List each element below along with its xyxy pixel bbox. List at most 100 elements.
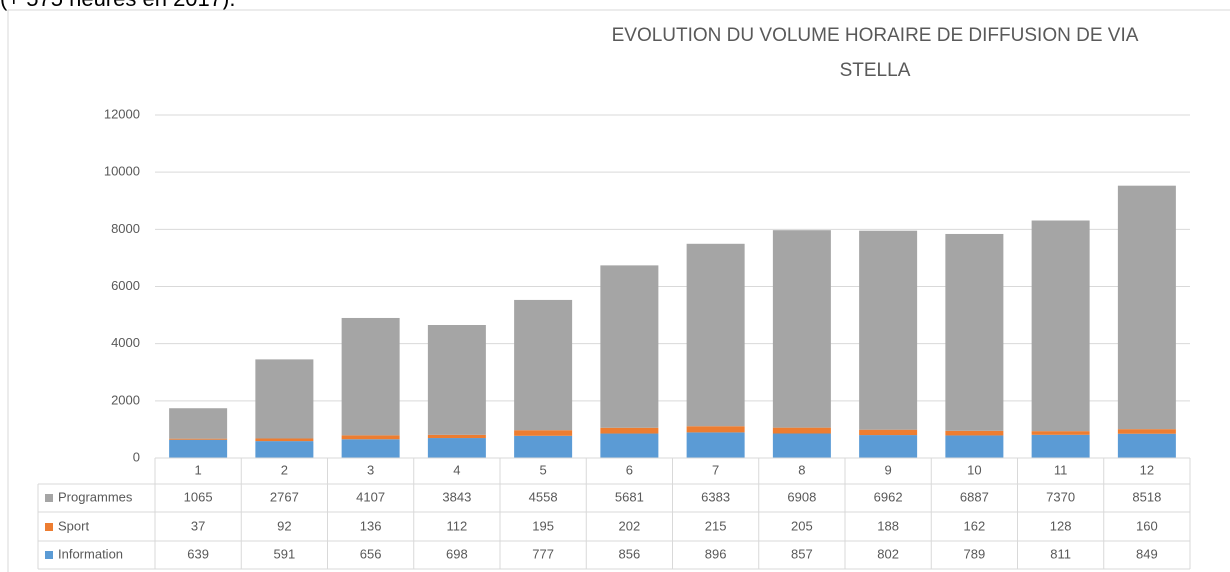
x-tick-label: 1 bbox=[195, 462, 202, 477]
table-value: 8518 bbox=[1132, 489, 1161, 504]
table-value: 6383 bbox=[701, 489, 730, 504]
bar-segment bbox=[686, 426, 745, 433]
x-tick-label: 5 bbox=[540, 462, 547, 477]
table-value: 37 bbox=[191, 518, 205, 533]
table-value: 857 bbox=[791, 546, 813, 561]
table-value: 896 bbox=[705, 546, 727, 561]
bar-segment bbox=[169, 408, 228, 439]
bar-segment bbox=[514, 299, 573, 431]
bar-segment bbox=[859, 230, 918, 430]
table-value: 698 bbox=[446, 546, 468, 561]
table-value: 128 bbox=[1050, 518, 1072, 533]
chart-title: EVOLUTION DU VOLUME HORAIRE DE DIFFUSION… bbox=[611, 25, 1139, 81]
table-value: 639 bbox=[187, 546, 209, 561]
y-tick-label: 8000 bbox=[111, 221, 140, 236]
bar-segment bbox=[514, 435, 573, 458]
table-value: 188 bbox=[877, 518, 899, 533]
x-tick-label: 4 bbox=[453, 462, 460, 477]
bar-segment bbox=[255, 438, 314, 442]
table-value: 162 bbox=[964, 518, 986, 533]
bar-segment bbox=[1117, 185, 1176, 430]
table-value: 4558 bbox=[529, 489, 558, 504]
bar-segment bbox=[169, 439, 228, 458]
intro-text: (+ 575 heures en 2017). bbox=[0, 0, 235, 12]
bar-segment bbox=[772, 230, 831, 428]
bar-segment bbox=[686, 432, 745, 458]
y-tick-label: 10000 bbox=[104, 164, 140, 179]
table-value: 789 bbox=[964, 546, 986, 561]
y-tick-label: 4000 bbox=[111, 335, 140, 350]
bar-segment bbox=[1031, 434, 1090, 458]
legend-label: Programmes bbox=[58, 489, 133, 504]
x-tick-label: 10 bbox=[967, 462, 981, 477]
legend-label: Information bbox=[58, 546, 123, 561]
table-value: 2767 bbox=[270, 489, 299, 504]
table-value: 849 bbox=[1136, 546, 1158, 561]
bar-segment bbox=[341, 435, 400, 440]
bar-segment bbox=[427, 438, 486, 458]
table-value: 136 bbox=[360, 518, 382, 533]
table-value: 112 bbox=[447, 518, 468, 533]
table-value: 1065 bbox=[184, 489, 213, 504]
y-tick-label: 2000 bbox=[111, 392, 140, 407]
bar-segment bbox=[1117, 433, 1176, 458]
bar-segment bbox=[427, 325, 486, 435]
x-tick-label: 11 bbox=[1054, 462, 1068, 477]
bar-segment bbox=[945, 233, 1004, 431]
table-value: 92 bbox=[277, 518, 291, 533]
table-value: 215 bbox=[705, 518, 727, 533]
table-value: 6962 bbox=[874, 489, 903, 504]
x-tick-label: 6 bbox=[626, 462, 633, 477]
bar-segment bbox=[600, 433, 659, 458]
y-tick-label: 12000 bbox=[104, 106, 140, 121]
bar-segment bbox=[514, 430, 573, 436]
bar-segment bbox=[1117, 429, 1176, 434]
x-tick-label: 7 bbox=[712, 462, 719, 477]
bar-segment bbox=[945, 430, 1004, 436]
table-value: 591 bbox=[274, 546, 296, 561]
bar-segment bbox=[859, 435, 918, 458]
table-value: 160 bbox=[1136, 518, 1158, 533]
table-value: 195 bbox=[532, 518, 554, 533]
bar-segment bbox=[600, 265, 659, 428]
y-tick-label: 6000 bbox=[111, 278, 140, 293]
bar-segment bbox=[427, 434, 486, 439]
table-value: 4107 bbox=[356, 489, 385, 504]
table-value: 6908 bbox=[787, 489, 816, 504]
bar-segment bbox=[772, 427, 831, 434]
x-tick-label: 9 bbox=[885, 462, 892, 477]
table-value: 6887 bbox=[960, 489, 989, 504]
table-value: 777 bbox=[532, 546, 554, 561]
legend-key bbox=[45, 494, 53, 502]
bar-segment bbox=[255, 441, 314, 458]
table-value: 656 bbox=[360, 546, 382, 561]
x-tick-label: 12 bbox=[1140, 462, 1154, 477]
table-value: 802 bbox=[877, 546, 899, 561]
legend-label: Sport bbox=[58, 518, 89, 533]
legend-key bbox=[45, 551, 53, 559]
x-tick-label: 3 bbox=[367, 462, 374, 477]
bar-segment bbox=[772, 433, 831, 458]
table-value: 202 bbox=[619, 518, 641, 533]
bar-segment bbox=[1031, 220, 1090, 432]
bar-segment bbox=[169, 438, 228, 440]
x-tick-label: 2 bbox=[281, 462, 288, 477]
legend-key bbox=[45, 523, 53, 531]
table-value: 3843 bbox=[442, 489, 471, 504]
bar-segment bbox=[341, 317, 400, 436]
bar-segment bbox=[859, 429, 918, 436]
table-value: 205 bbox=[791, 518, 813, 533]
bar-segment bbox=[255, 359, 314, 439]
bar-segment bbox=[1031, 431, 1090, 435]
bar-segment bbox=[341, 439, 400, 458]
table-value: 856 bbox=[619, 546, 641, 561]
y-tick-label: 0 bbox=[133, 449, 140, 464]
table-value: 811 bbox=[1050, 546, 1071, 561]
bar-segment bbox=[945, 435, 1004, 458]
table-value: 7370 bbox=[1046, 489, 1075, 504]
x-tick-label: 8 bbox=[798, 462, 805, 477]
bar-segment bbox=[686, 243, 745, 427]
table-value: 5681 bbox=[615, 489, 644, 504]
